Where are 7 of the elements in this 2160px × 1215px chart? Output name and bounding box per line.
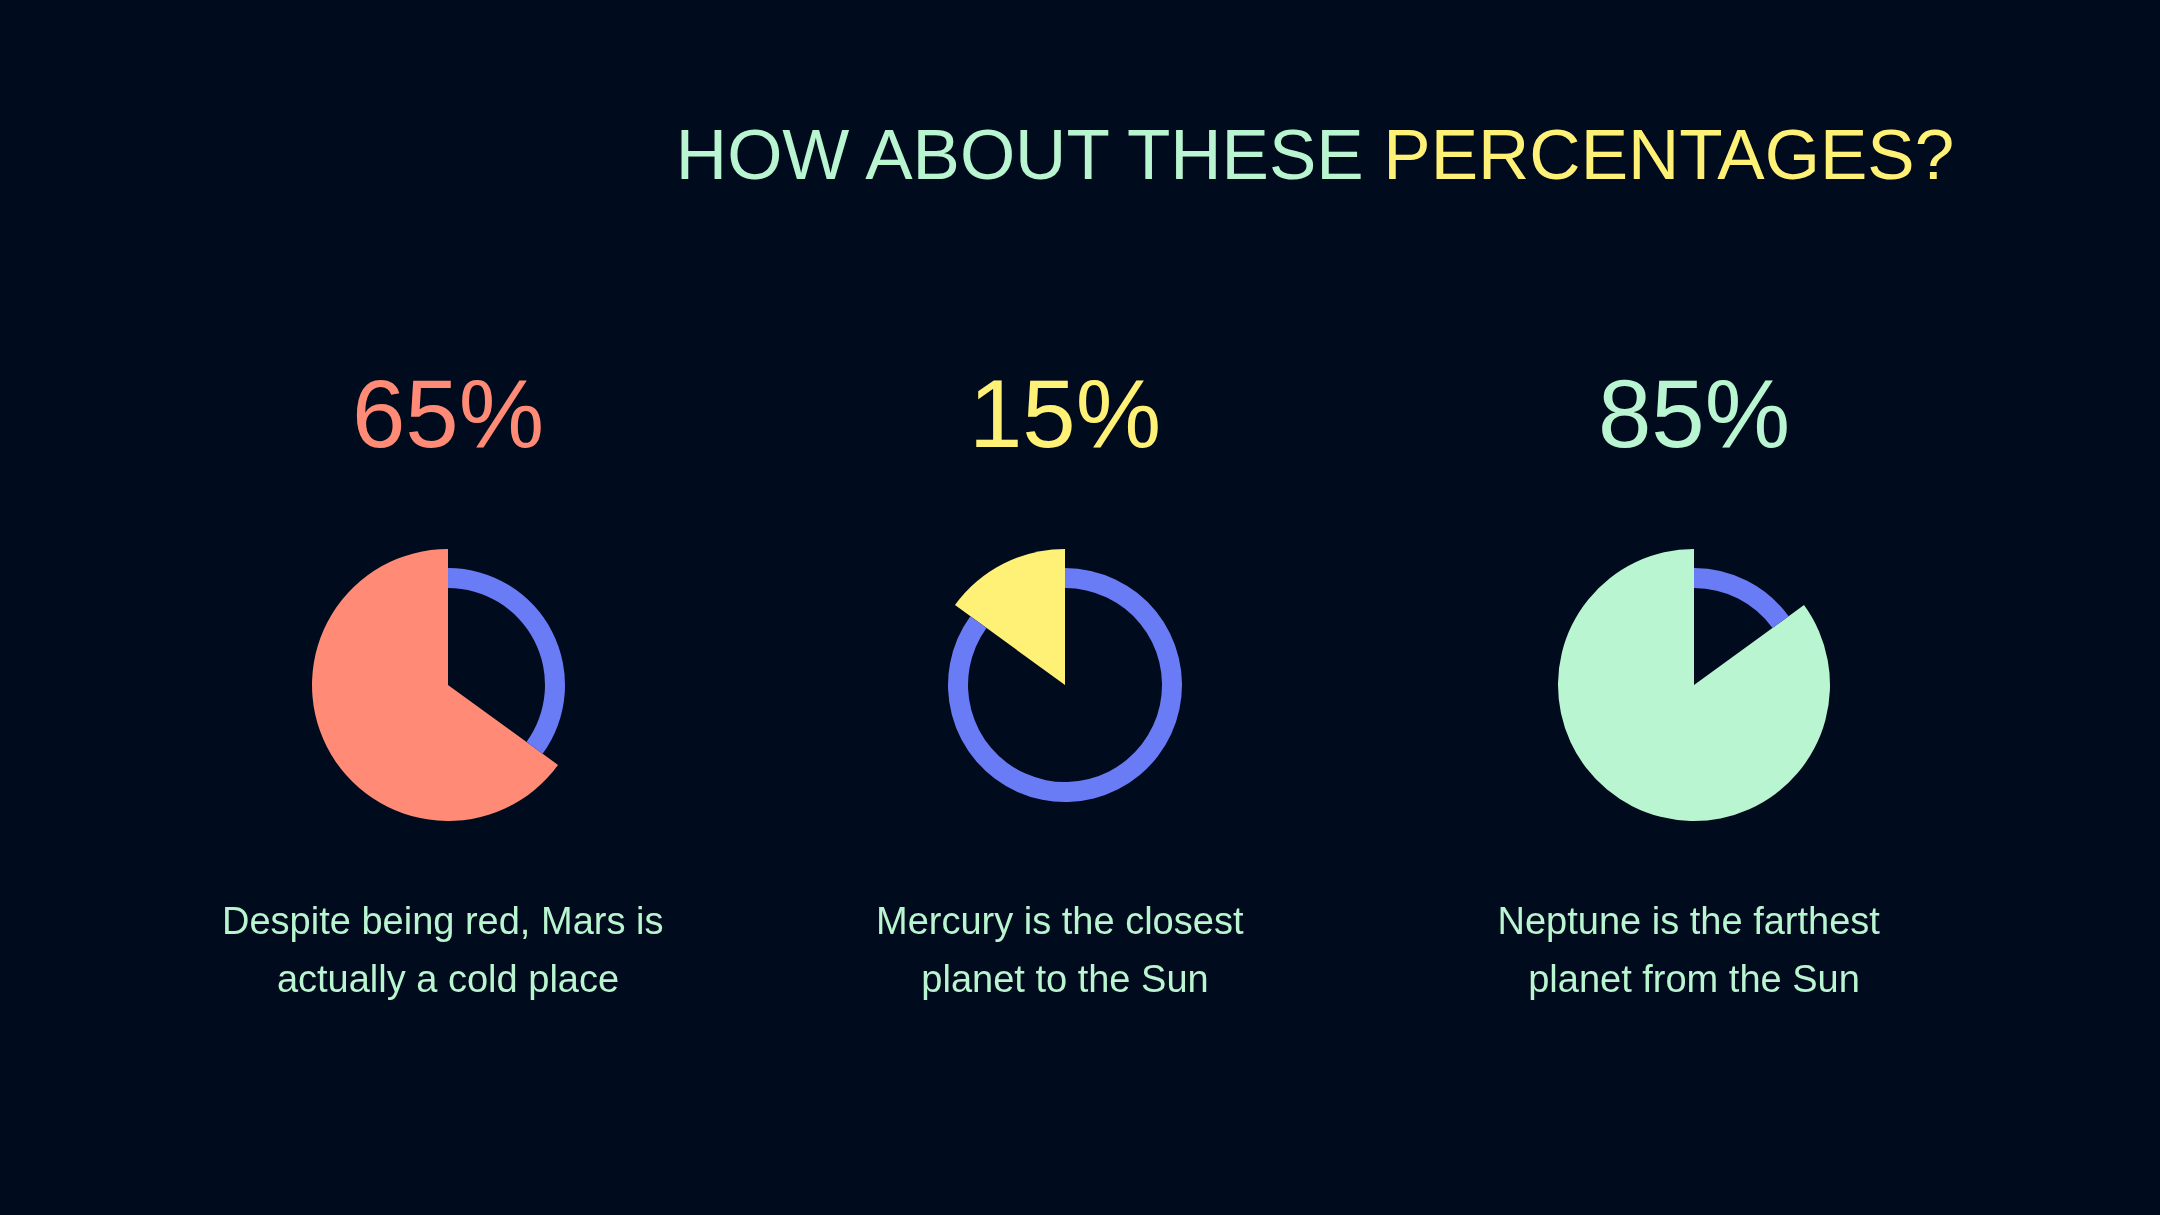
text: Neptune is the farthest planet from the Sun [1497,900,1891,1000]
data-label: 15% [968,359,1162,467]
text: HOW ABOUT THESE PERCENTAGES? [675,115,1955,194]
data-label: 65% [351,359,545,467]
text: Despite being red, Mars is actually a cold place [222,900,674,1000]
data-label: 85% [1597,359,1791,467]
text: Mercury is the closest planet to the Sun [876,900,1254,1000]
